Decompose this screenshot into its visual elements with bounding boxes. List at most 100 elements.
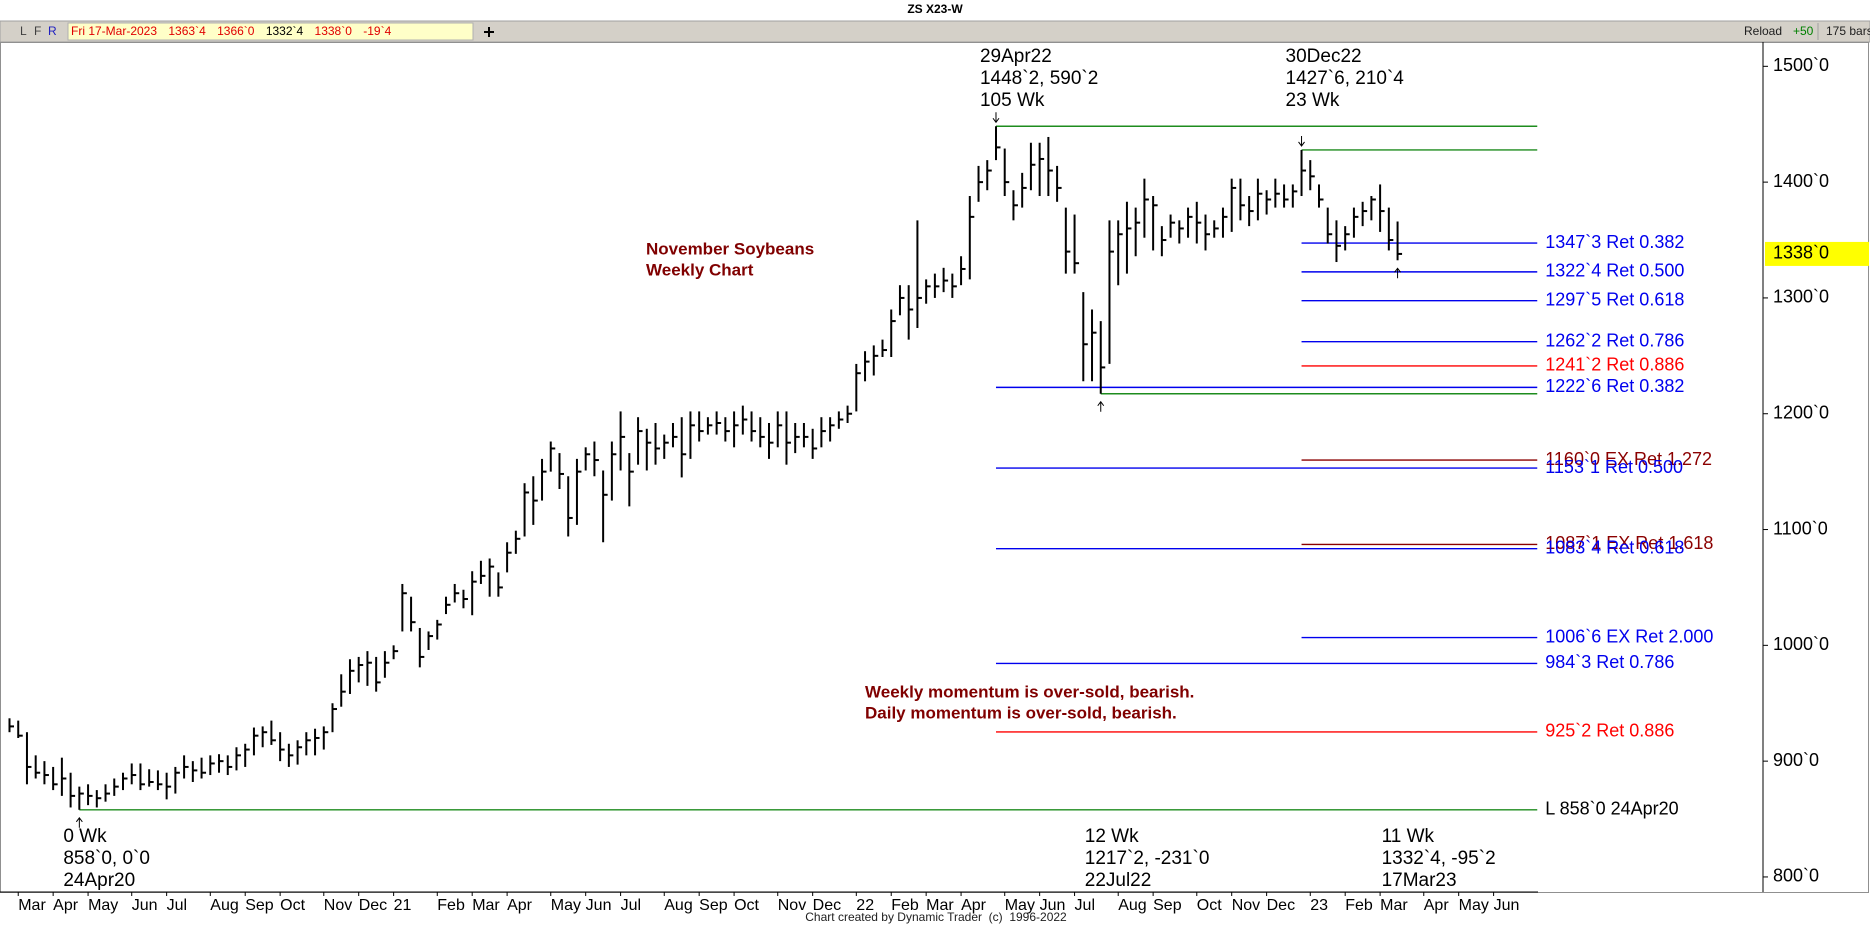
- x-tick-label: Feb: [891, 897, 919, 914]
- chart-note: Daily momentum is over-sold, bearish.: [865, 703, 1177, 722]
- footer: Chart created by Dynamic Trader (c) 1996…: [805, 910, 1067, 924]
- pivot-arrow: [75, 816, 83, 828]
- quote-close: 1338`0: [315, 24, 353, 38]
- x-tick-label: Mar: [1380, 897, 1408, 914]
- x-tick-label: Nov: [1232, 897, 1260, 914]
- x-tick-label: Aug: [210, 897, 238, 914]
- pivot-label: 1332`4, -95`2: [1382, 848, 1496, 869]
- pivot-label: 1448`2, 590`2: [980, 68, 1098, 89]
- pivot-arrow: [1394, 267, 1401, 279]
- x-tick-label: Aug: [1118, 897, 1146, 914]
- pivot-label: 29Apr22: [980, 46, 1052, 67]
- last-price-box: [1765, 241, 1869, 266]
- pivot-label: 24Apr20: [63, 870, 135, 891]
- y-tick-label: 1000`0: [1773, 634, 1829, 654]
- x-tick-label: Mar: [472, 897, 500, 914]
- pivot-label: 22Jul22: [1085, 870, 1152, 891]
- x-tick-label: Dec: [359, 897, 387, 914]
- pivot-arrow: [992, 112, 1000, 124]
- pivot-label: 105 Wk: [980, 90, 1045, 111]
- level-label: 1322`4 Ret 0.500: [1545, 261, 1684, 281]
- level-label: 1160`0 EX Ret 1.272: [1545, 449, 1712, 469]
- pivot-label: 11 Wk: [1382, 826, 1435, 847]
- level-label: 1297`5 Ret 0.618: [1545, 289, 1684, 309]
- x-tick-label: 23: [1310, 897, 1328, 914]
- x-tick-label: Aug: [664, 897, 692, 914]
- x-tick-label: Feb: [1345, 897, 1373, 914]
- quote-box: [67, 22, 474, 41]
- bars-count: 175 bars: [1826, 24, 1870, 38]
- pivot-label: 30Dec22: [1286, 46, 1362, 67]
- add-button[interactable]: [484, 27, 494, 37]
- y-tick-label: 1100`0: [1773, 518, 1828, 538]
- quote: Fri 17-Mar-2023 1363`4 1366`0 1332`4 133…: [71, 24, 392, 38]
- toolbar-button[interactable]: R: [48, 24, 57, 38]
- toolbar-button[interactable]: L: [20, 24, 27, 38]
- chart-note: November Soybeans: [646, 239, 814, 258]
- quote-date: Fri 17-Mar-2023: [71, 24, 157, 38]
- x-tick-label: Jul: [1075, 897, 1095, 914]
- level-label: 1153`1 Ret 0.500: [1545, 457, 1683, 477]
- y-tick-label: 900`0: [1773, 750, 1819, 770]
- x-tick-label: Sep: [245, 897, 274, 914]
- x-tick-label: Jul: [167, 897, 187, 914]
- pivot-label: 1427`6, 210`4: [1286, 68, 1405, 89]
- x-tick-label: Dec: [1267, 897, 1295, 914]
- window-title: ZS X23-W: [907, 2, 963, 16]
- x-tick-label: Jun: [1494, 897, 1520, 914]
- x-tick-label: May: [88, 897, 118, 914]
- quote-open: 1363`4: [168, 24, 206, 38]
- level-label: 1083`4 Ret 0.618: [1545, 537, 1684, 557]
- x-tick-label: Jun: [586, 897, 612, 914]
- level-label: 1006`6 EX Ret 2.000: [1545, 626, 1713, 646]
- plot-frame: [0, 42, 1869, 893]
- x-tick-label: Sep: [699, 897, 728, 914]
- x-tick-label: Apr: [1424, 897, 1450, 914]
- level-label: L 858`0 24Apr20: [1545, 799, 1678, 819]
- pivot-label: 17Mar23: [1382, 870, 1457, 891]
- quote-low: 1332`4: [266, 24, 304, 38]
- chart-note: Weekly Chart: [646, 260, 754, 279]
- title-bar: [0, 0, 1870, 20]
- x-tick-label: Jun: [1040, 897, 1066, 914]
- level-label: 1262`2 Ret 0.786: [1545, 330, 1684, 350]
- x-tick-label: Mar: [926, 897, 954, 914]
- chart-note: Weekly momentum is over-sold, bearish.: [865, 682, 1194, 701]
- x-tick-label: Oct: [734, 897, 759, 914]
- level-label: 1222`6 Ret 0.382: [1545, 376, 1684, 396]
- x-tick-label: Mar: [18, 897, 46, 914]
- x-tick-label: May: [1005, 897, 1035, 914]
- x-tick-label: Apr: [961, 897, 987, 914]
- toolbar-button[interactable]: F: [34, 24, 41, 38]
- level-label: 1347`3 Ret 0.382: [1545, 232, 1684, 252]
- x-tick-label: Nov: [778, 897, 806, 914]
- pivot-arrow: [1298, 135, 1305, 147]
- y-tick-label: 1500`0: [1773, 55, 1829, 75]
- x-tick-label: May: [1459, 897, 1489, 914]
- x-tick-label: Apr: [53, 897, 79, 914]
- level-label: 1087`1 EX Ret 1.618: [1545, 533, 1713, 553]
- y-tick-label: 1200`0: [1773, 402, 1829, 422]
- x-tick-label: Jun: [132, 897, 158, 914]
- bars-step[interactable]: +50: [1793, 24, 1814, 38]
- x-tick-label: Jul: [621, 897, 641, 914]
- x-tick-label: Nov: [324, 897, 352, 914]
- level-label: 984`3 Ret 0.786: [1545, 652, 1674, 672]
- quote-high: 1366`0: [217, 24, 255, 38]
- reload-button[interactable]: Reload: [1744, 24, 1782, 38]
- last-price-label: 1338`0: [1773, 243, 1829, 263]
- x-tick-label: 21: [394, 897, 412, 914]
- x-tick-label: Sep: [1153, 897, 1182, 914]
- pivot-label: 1217`2, -231`0: [1085, 848, 1210, 869]
- y-tick-label: 800`0: [1773, 866, 1819, 886]
- x-tick-label: Dec: [813, 897, 841, 914]
- pivot-label: 23 Wk: [1286, 90, 1340, 111]
- y-tick-label: 1300`0: [1773, 287, 1829, 307]
- x-tick-label: Oct: [1197, 897, 1222, 914]
- x-tick-label: 22: [856, 897, 874, 914]
- pivot-label: 12 Wk: [1085, 826, 1139, 847]
- quote-change: -19`4: [363, 24, 391, 38]
- level-label: 925`2 Ret 0.886: [1545, 721, 1674, 741]
